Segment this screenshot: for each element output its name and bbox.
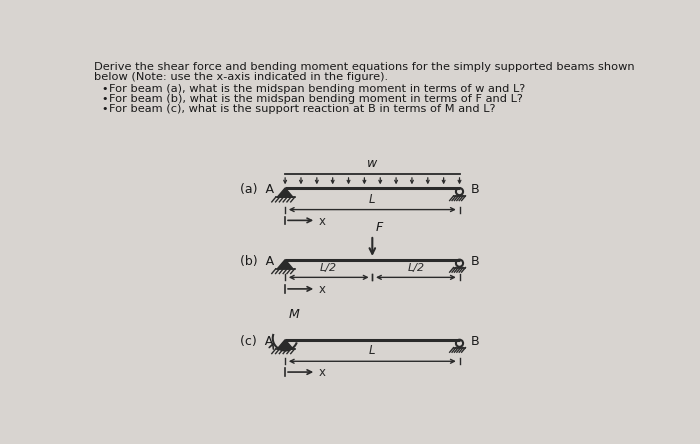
Text: For beam (c), what is the support reaction at B in terms of M and L?: For beam (c), what is the support reacti…	[109, 104, 496, 114]
Text: x: x	[318, 366, 326, 379]
Text: M: M	[289, 308, 300, 321]
Text: L: L	[369, 345, 376, 357]
Text: x: x	[318, 283, 326, 296]
Text: •: •	[102, 84, 108, 94]
Text: •: •	[102, 94, 108, 104]
Text: B: B	[470, 183, 479, 196]
Text: B: B	[470, 255, 479, 268]
Text: For beam (b), what is the midspan bending moment in terms of F and L?: For beam (b), what is the midspan bendin…	[109, 94, 523, 104]
Text: w: w	[368, 157, 377, 170]
Text: L: L	[369, 193, 376, 206]
Polygon shape	[277, 188, 293, 197]
Text: Derive the shear force and bending moment equations for the simply supported bea: Derive the shear force and bending momen…	[94, 62, 634, 72]
Text: B: B	[470, 335, 479, 348]
Text: L/2: L/2	[407, 263, 424, 274]
Text: x: x	[318, 214, 326, 228]
Text: F: F	[375, 221, 383, 234]
Text: For beam (a), what is the midspan bending moment in terms of w and L?: For beam (a), what is the midspan bendin…	[109, 84, 526, 94]
Polygon shape	[277, 340, 293, 349]
Text: L/2: L/2	[320, 263, 337, 274]
Text: below (Note: use the x-axis indicated in the figure).: below (Note: use the x-axis indicated in…	[94, 72, 388, 82]
Text: (c)  A: (c) A	[240, 335, 274, 348]
Text: •: •	[102, 104, 108, 114]
Text: (b)  A: (b) A	[240, 255, 274, 268]
Polygon shape	[277, 260, 293, 269]
Text: (a)  A: (a) A	[240, 183, 274, 196]
